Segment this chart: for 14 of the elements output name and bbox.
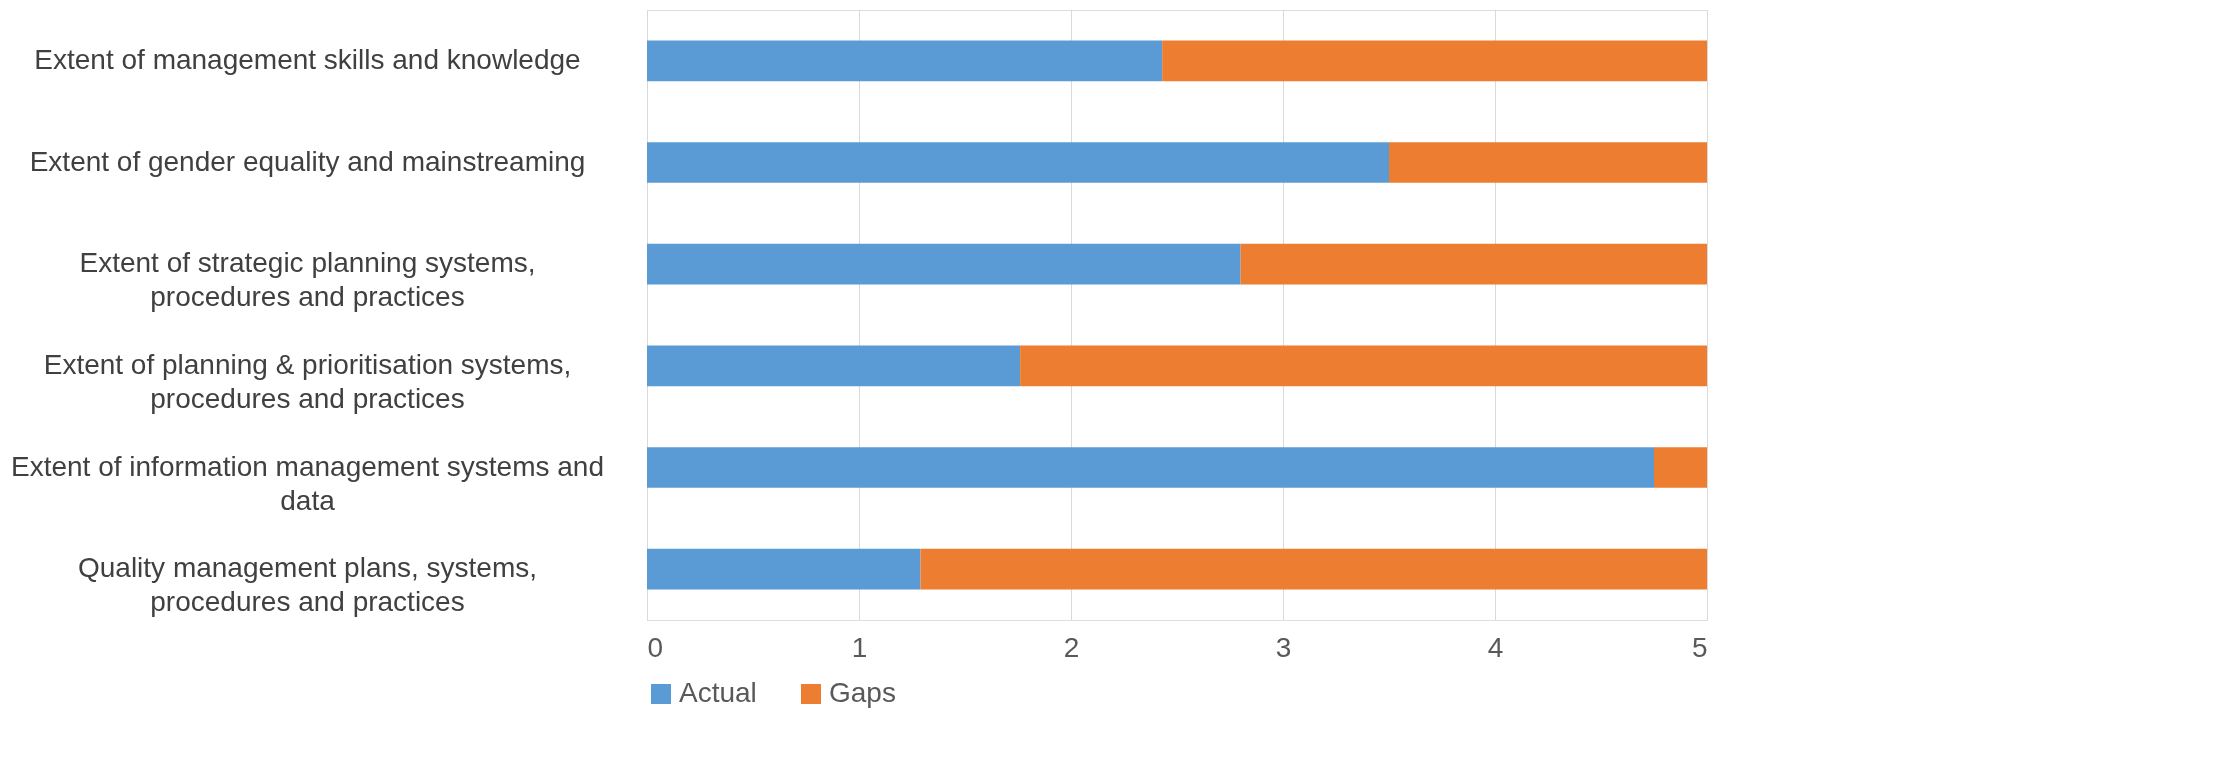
legend-label: Actual — [679, 677, 757, 708]
y-tick-label: Extent of management skills and knowledge — [34, 43, 581, 75]
y-tick-label: Extent of strategic planning systems, procedures and practices — [79, 247, 536, 313]
y-tick-label: Quality management plans, systems, procedures and practices — [77, 552, 538, 618]
y-tick-label: Extent of gender equality and mainstreaming — [29, 145, 586, 177]
x-tick-label: 5 — [1691, 631, 1708, 663]
x-tick-label: 0 — [647, 631, 664, 663]
x-tick-label: 1 — [851, 631, 868, 663]
legend-label: Gaps — [829, 677, 896, 708]
y-tick-label: Extent of information management systems and data — [11, 450, 604, 516]
y-tick-label: Extent of planning & prioritisation systems, procedures and practices — [43, 348, 572, 414]
x-tick-label: 2 — [1063, 631, 1080, 663]
x-tick-label: 4 — [1487, 631, 1504, 663]
x-tick-label: 3 — [1275, 631, 1292, 663]
